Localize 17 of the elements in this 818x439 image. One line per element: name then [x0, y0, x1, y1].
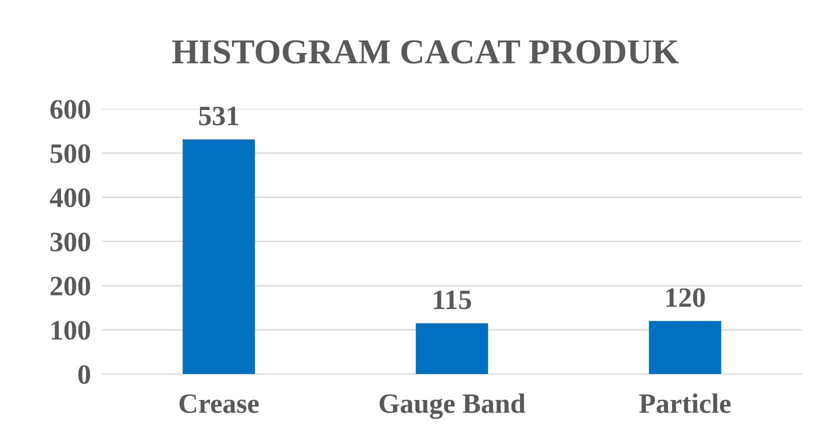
chart-title: HISTOGRAM CACAT PRODUK — [172, 40, 679, 64]
y-tick-label: 600 — [50, 100, 90, 119]
bar — [648, 320, 722, 374]
y-tick-label: 0 — [78, 365, 90, 384]
data-label: 531 — [199, 106, 238, 126]
data-label: 115 — [434, 290, 471, 310]
y-tick-label: 200 — [50, 276, 90, 296]
y-tick-label: 500 — [50, 144, 90, 163]
y-tick-label: 300 — [50, 232, 90, 252]
y-tick-label: 400 — [50, 188, 90, 208]
x-tick-label: Particle — [639, 393, 731, 414]
bar — [182, 139, 255, 374]
bar — [416, 323, 488, 374]
y-tick-label: 100 — [52, 321, 90, 340]
data-label: 120 — [666, 288, 705, 308]
x-tick-label: Gauge Band — [380, 393, 526, 419]
x-tick-label: Crease — [180, 394, 259, 414]
